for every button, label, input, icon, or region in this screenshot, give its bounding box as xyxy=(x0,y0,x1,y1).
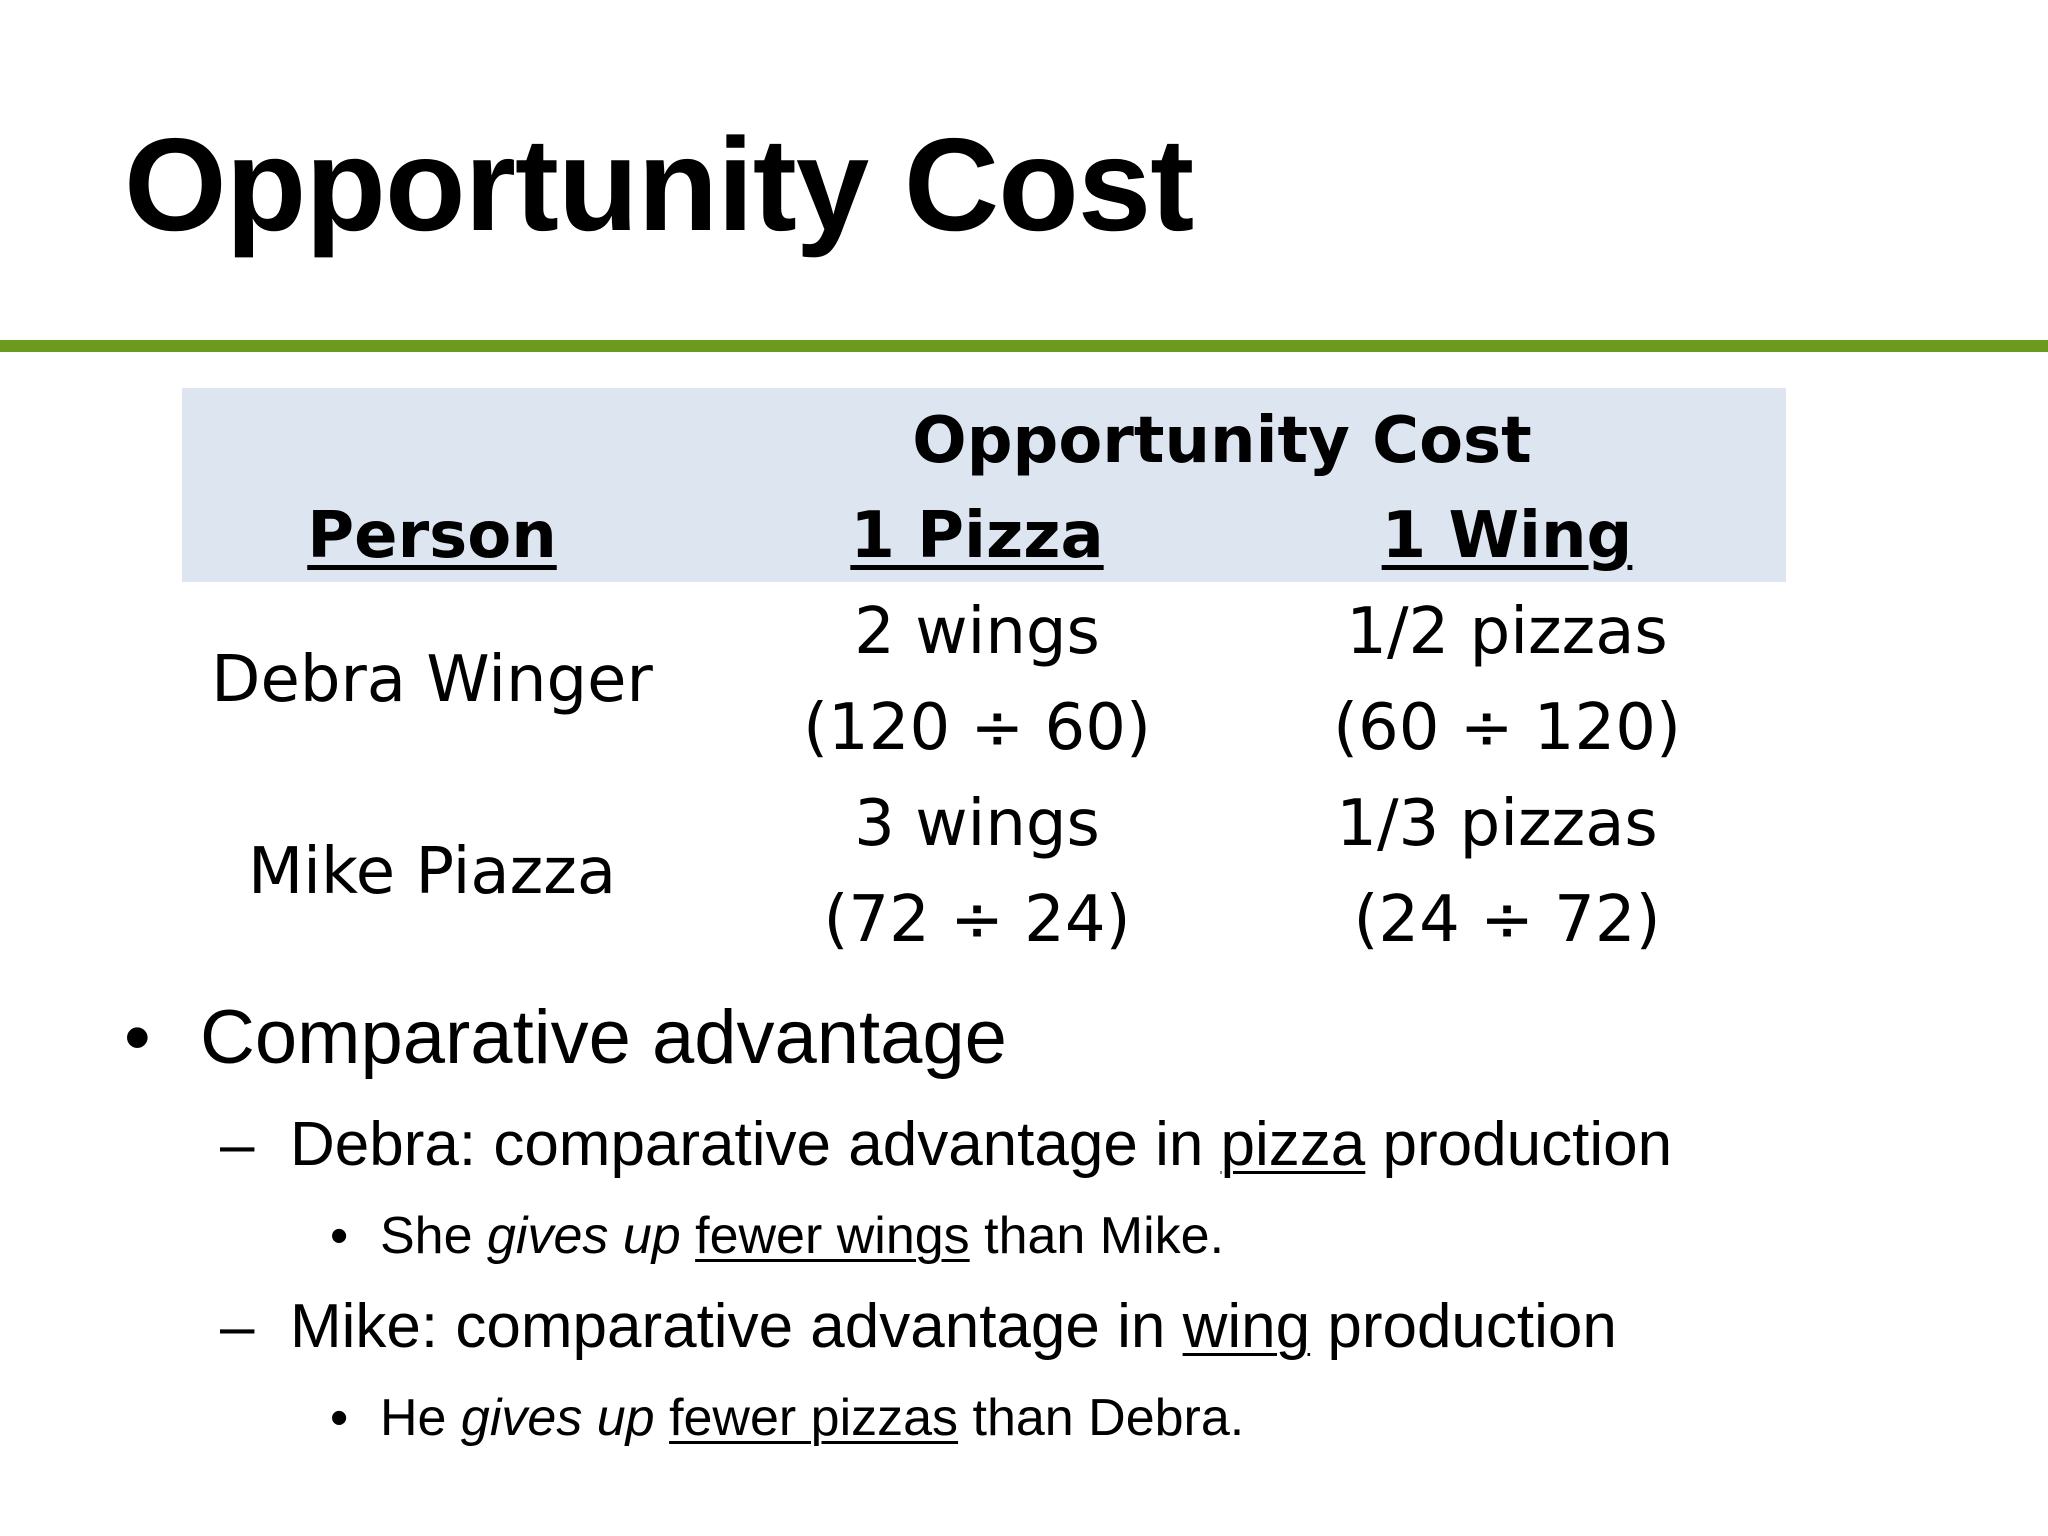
sub-bullet-marker: • xyxy=(330,1207,349,1265)
item-text: He xyxy=(380,1389,461,1447)
item-emphasis: wing xyxy=(1182,1292,1311,1361)
item-emphasis: pizza xyxy=(1220,1110,1366,1179)
item-text: Debra: comparative advantage in xyxy=(290,1110,1221,1179)
column-header-person: Person xyxy=(307,499,557,573)
title-divider xyxy=(0,340,2048,352)
item-italic: gives up xyxy=(486,1207,681,1265)
item-italic: gives up xyxy=(460,1389,655,1447)
wing-cost-calc: (24 ÷ 72) xyxy=(1353,883,1661,957)
item-text xyxy=(681,1207,695,1265)
column-header-1-wing: 1 Wing xyxy=(1381,499,1633,573)
item-text: She xyxy=(380,1207,487,1265)
item-underlined: fewer pizzas xyxy=(669,1389,959,1447)
sub-list-item: She gives up fewer wings than Mike. xyxy=(380,1200,1224,1272)
pizza-cost-calc: (120 ÷ 60) xyxy=(803,691,1151,765)
sub-bullet-marker: • xyxy=(330,1389,349,1447)
item-underlined: fewer wings xyxy=(695,1207,970,1265)
pizza-cost-calc: (72 ÷ 24) xyxy=(823,883,1131,957)
person-name: Mike Piazza xyxy=(247,835,617,909)
item-text xyxy=(655,1389,669,1447)
dash-marker: – xyxy=(220,1110,255,1179)
item-text: production xyxy=(1310,1292,1617,1361)
table-group-header: Opportunity Cost xyxy=(912,404,1532,478)
wing-cost: 1/3 pizzas xyxy=(1336,787,1658,861)
pizza-cost: 3 wings xyxy=(854,787,1100,861)
wing-cost: 1/2 pizzas xyxy=(1346,595,1668,669)
bullet-heading: Comparative advantage xyxy=(200,995,1007,1080)
list-item: Debra: comparative advantage in pizza pr… xyxy=(290,1102,1672,1188)
item-text: than Mike. xyxy=(969,1207,1225,1265)
person-name: Debra Winger xyxy=(211,643,653,717)
table-header-background xyxy=(182,388,1786,582)
wing-cost-calc: (60 ÷ 120) xyxy=(1333,691,1681,765)
column-header-1-pizza: 1 Pizza xyxy=(850,499,1104,573)
item-text: Mike: comparative advantage in xyxy=(290,1292,1183,1361)
pizza-cost: 2 wings xyxy=(854,595,1100,669)
item-text: than Debra. xyxy=(958,1389,1245,1447)
item-text: production xyxy=(1365,1110,1673,1179)
sub-list-item: He gives up fewer pizzas than Debra. xyxy=(380,1382,1244,1454)
slide-title: Opportunity Cost xyxy=(124,111,1194,258)
opportunity-cost-table: Opportunity Cost Person 1 Pizza 1 Wing D… xyxy=(182,388,1786,958)
dash-marker: – xyxy=(220,1292,255,1361)
list-item: Mike: comparative advantage in wing prod… xyxy=(290,1284,1617,1370)
bullet-marker: • xyxy=(124,995,151,1080)
